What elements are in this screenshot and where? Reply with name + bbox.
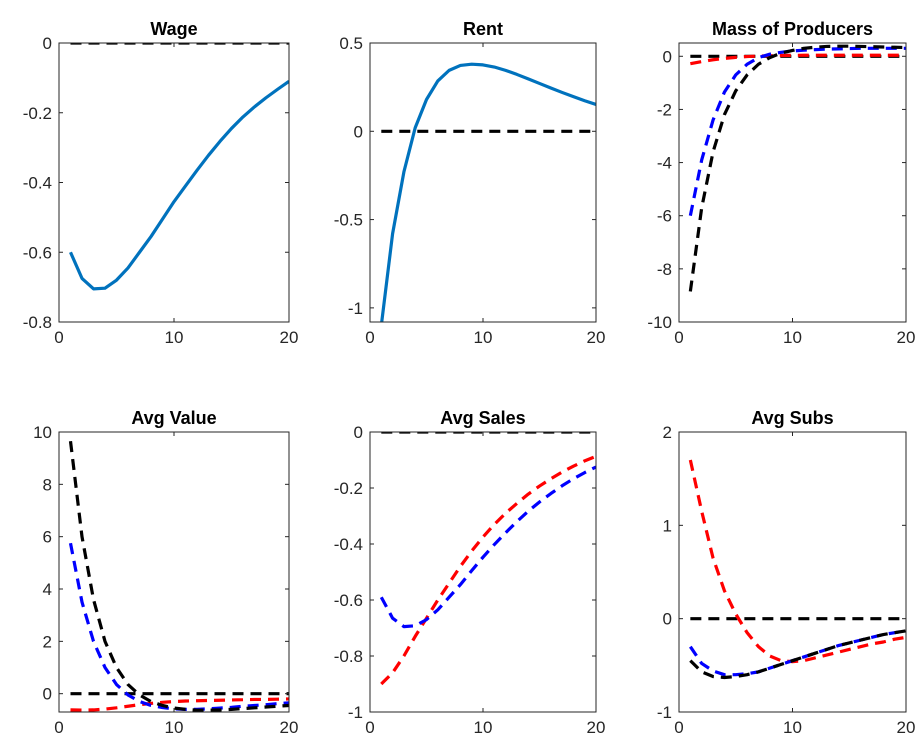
- x-tick-label: 0: [54, 328, 63, 347]
- series-line-2: [69, 80, 289, 291]
- y-tick-label: -10: [647, 313, 672, 332]
- series-group: [68, 440, 289, 712]
- x-tick-label: 20: [897, 718, 915, 737]
- series-line-2: [380, 62, 596, 322]
- y-tick-label: 0.5: [339, 34, 363, 53]
- series-line-2: [70, 697, 289, 712]
- y-tick-label: -1: [657, 703, 672, 722]
- x-tick-label: 0: [674, 718, 683, 737]
- x-tick-label: 20: [587, 328, 606, 347]
- y-tick-label: 2: [663, 423, 672, 442]
- y-tick-label: -0.8: [334, 647, 363, 666]
- y-tick-label: 2: [43, 632, 52, 651]
- chart-panel-2: 0 10 20 -1 -0.5 0 0.5 Rent: [334, 19, 606, 347]
- y-tick-label: -0.4: [334, 535, 363, 554]
- chart-title: Mass of Producers: [712, 19, 873, 39]
- series-group: [379, 432, 596, 686]
- y-tick-label: 0: [663, 47, 672, 66]
- y-tick-label: 0: [663, 610, 672, 629]
- axes-box: [58, 431, 290, 713]
- series-line-2: [380, 454, 596, 686]
- x-tick-label: 20: [280, 328, 299, 347]
- series-line-2: [688, 459, 906, 664]
- x-tick-label: 0: [365, 328, 374, 347]
- series-line-2: [690, 53, 906, 66]
- series-group: [688, 44, 906, 292]
- chart-title: Wage: [150, 19, 197, 39]
- y-tick-label: -0.8: [23, 313, 52, 332]
- axes-box: [369, 431, 597, 713]
- y-tick-label: -2: [657, 100, 672, 119]
- chart-panel-4: 0 10 20 0 2 4 6 8 10 Avg Value: [33, 408, 298, 737]
- y-tick-label: 1: [663, 516, 672, 535]
- series-group: [69, 43, 289, 291]
- y-tick-label: -0.6: [334, 591, 363, 610]
- y-tick-label: 4: [43, 580, 52, 599]
- chart-title: Rent: [463, 19, 503, 39]
- y-tick-label: 6: [43, 528, 52, 547]
- y-tick-label: 0: [354, 423, 363, 442]
- chart-title: Avg Sales: [440, 408, 525, 428]
- axes-box: [369, 42, 597, 323]
- x-tick-label: 20: [897, 328, 915, 347]
- chart-panel-1: 0 10 20 -0.8 -0.6 -0.4 -0.2 0 Wage: [23, 19, 299, 347]
- series-group: [380, 62, 596, 322]
- y-tick-label: -1: [348, 703, 363, 722]
- series-line-4: [68, 440, 289, 712]
- y-tick-label: -0.2: [23, 104, 52, 123]
- y-tick-label: -1: [348, 299, 363, 318]
- chart-title: Avg Subs: [751, 408, 833, 428]
- x-tick-label: 10: [474, 718, 493, 737]
- y-tick-label: -4: [657, 154, 672, 173]
- x-tick-label: 20: [587, 718, 606, 737]
- axes-box: [58, 42, 290, 323]
- y-tick-label: 10: [33, 423, 52, 442]
- y-tick-label: -0.5: [334, 211, 363, 230]
- y-tick-label: 8: [43, 475, 52, 494]
- y-tick-label: -0.2: [334, 479, 363, 498]
- series-line-3: [379, 465, 596, 629]
- x-tick-label: 10: [165, 328, 184, 347]
- x-tick-label: 10: [783, 328, 802, 347]
- series-line-3: [688, 46, 906, 217]
- y-tick-label: -6: [657, 207, 672, 226]
- series-line-3: [68, 542, 289, 711]
- x-tick-label: 10: [165, 718, 184, 737]
- series-line-3: [689, 629, 906, 677]
- x-tick-label: 10: [783, 718, 802, 737]
- y-tick-label: -0.6: [23, 243, 52, 262]
- y-tick-label: -8: [657, 260, 672, 279]
- y-tick-label: 0: [354, 122, 363, 141]
- x-tick-label: 10: [474, 328, 493, 347]
- chart-title: Avg Value: [131, 408, 216, 428]
- y-tick-label: 0: [43, 685, 52, 704]
- y-tick-label: -0.4: [23, 174, 52, 193]
- y-tick-label: 0: [43, 34, 52, 53]
- x-tick-label: 0: [365, 718, 374, 737]
- chart-panel-3: 0 10 20 -10 -8 -6 -4 -2 0 Mass of Producers: [647, 19, 915, 347]
- axes-box: [678, 431, 907, 713]
- axes-box: [678, 42, 907, 323]
- series-line-4: [688, 44, 906, 292]
- x-tick-label: 20: [280, 718, 299, 737]
- x-tick-label: 0: [674, 328, 683, 347]
- series-line-4: [689, 629, 906, 680]
- chart-panel-5: 0 10 20 -1 -0.8 -0.6 -0.4 -0.2 0 Avg Sales: [334, 408, 606, 737]
- series-group: [688, 459, 906, 680]
- x-tick-label: 0: [54, 718, 63, 737]
